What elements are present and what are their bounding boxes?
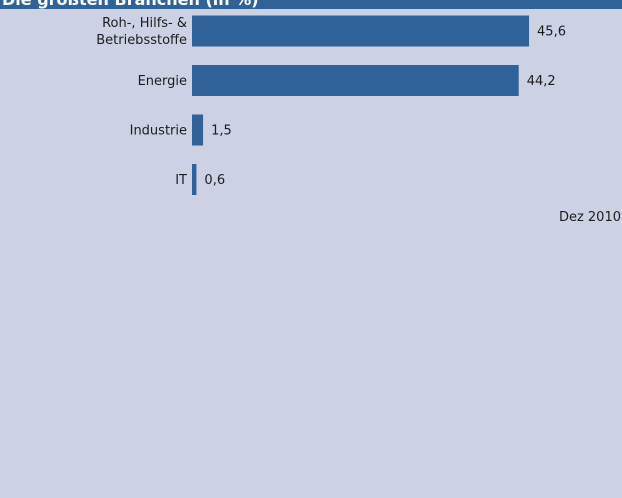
bar-1: [192, 65, 519, 96]
value-label-1: 44,2: [527, 74, 556, 89]
bar-0: [192, 15, 530, 47]
category-label-0: Roh-, Hilfs- & Betriebsstoffe: [96, 16, 187, 48]
category-label-1: Energie: [138, 74, 187, 89]
value-label-2: 1,5: [211, 124, 232, 139]
category-label-2: Industrie: [130, 124, 187, 139]
value-label-3: 0,6: [204, 173, 225, 188]
date-note: Dez 2010: [559, 210, 621, 225]
category-label-3: IT: [175, 173, 187, 188]
value-label-0: 45,6: [537, 25, 566, 40]
bar-3: [192, 164, 197, 195]
chart-header-bar: Die größten Branchen (in %): [0, 0, 622, 9]
bar-2: [192, 114, 204, 146]
chart-title: Die größten Branchen (in %): [2, 0, 259, 9]
